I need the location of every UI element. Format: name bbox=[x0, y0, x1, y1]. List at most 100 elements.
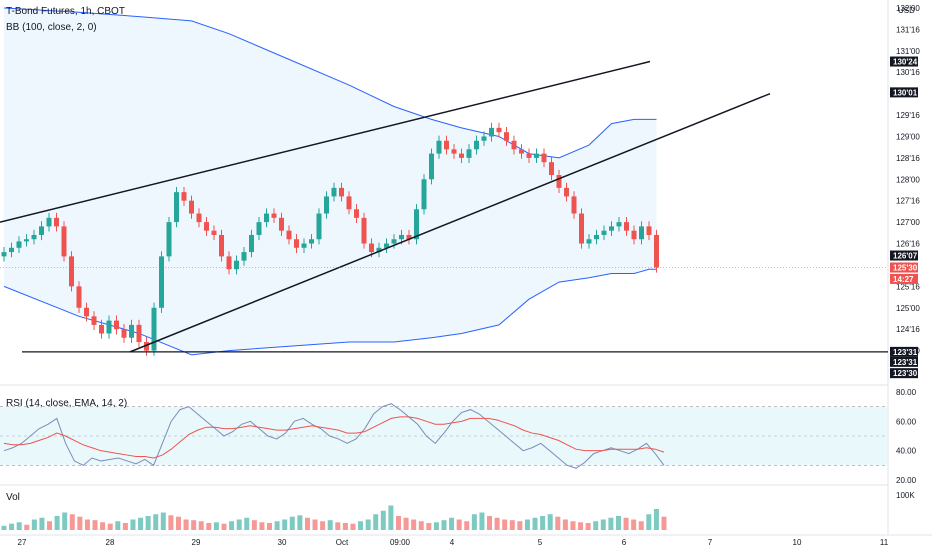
volume-bar bbox=[578, 522, 584, 530]
price-tag-label: 123'30 bbox=[893, 369, 918, 378]
rsi-tick-label: 40.00 bbox=[896, 447, 917, 456]
time-tick-label: 7 bbox=[708, 538, 713, 547]
bb-fill bbox=[4, 8, 657, 355]
candle bbox=[219, 234, 224, 257]
volume-bar bbox=[16, 522, 22, 530]
candle bbox=[279, 217, 284, 231]
volume-bar bbox=[77, 516, 83, 530]
volume-bar bbox=[327, 520, 333, 530]
volume-bar bbox=[221, 523, 227, 530]
candle bbox=[31, 234, 37, 240]
volume-bar bbox=[229, 521, 235, 530]
candle bbox=[136, 324, 142, 343]
candle bbox=[571, 196, 577, 214]
volume-bar bbox=[267, 523, 273, 530]
volume-bar bbox=[631, 519, 637, 530]
volume-bar bbox=[638, 521, 644, 530]
candle bbox=[226, 256, 232, 270]
price-tag bbox=[890, 87, 918, 98]
time-tick-label: 27 bbox=[18, 538, 27, 547]
rsi-tick-label: 60.00 bbox=[896, 417, 917, 426]
volume-bar bbox=[502, 519, 508, 530]
time-tick-label: 29 bbox=[192, 538, 201, 547]
rsi-tick-label: 80.00 bbox=[896, 388, 917, 397]
volume-bar bbox=[31, 519, 37, 530]
volume-bar bbox=[479, 512, 485, 530]
candle bbox=[39, 226, 44, 235]
volume-bar bbox=[251, 520, 257, 530]
candle bbox=[399, 234, 404, 240]
candle bbox=[316, 213, 322, 240]
volume-bar bbox=[274, 521, 280, 530]
volume-bar bbox=[175, 516, 181, 530]
volume-bar bbox=[304, 517, 310, 530]
candle bbox=[106, 320, 112, 334]
candle bbox=[99, 324, 104, 334]
volume-bar bbox=[24, 524, 30, 530]
candle bbox=[324, 196, 329, 214]
candle bbox=[256, 222, 262, 235]
rsi-tick-label: 20.00 bbox=[896, 476, 917, 485]
candle bbox=[264, 213, 269, 223]
candle bbox=[601, 230, 607, 235]
volume-bar bbox=[411, 519, 417, 530]
volume-bar bbox=[335, 522, 341, 530]
volume-bar bbox=[130, 519, 136, 530]
volume-bar bbox=[456, 519, 462, 530]
volume-bar bbox=[191, 520, 197, 530]
candle bbox=[129, 324, 134, 338]
candle bbox=[84, 307, 89, 317]
candle bbox=[189, 200, 194, 214]
price-tag-label: 123'31 bbox=[893, 358, 918, 367]
time-tick-label: 5 bbox=[538, 538, 543, 547]
price-tag bbox=[890, 250, 918, 261]
candle bbox=[46, 217, 52, 227]
candle bbox=[69, 256, 74, 287]
volume-bar bbox=[62, 512, 68, 530]
volume-bar bbox=[168, 515, 174, 530]
candle bbox=[339, 187, 344, 197]
volume-bar bbox=[160, 512, 166, 530]
rsi-signal-line bbox=[3, 416, 665, 459]
candle bbox=[526, 153, 532, 158]
candle bbox=[474, 140, 479, 150]
volume-bar bbox=[600, 519, 606, 530]
price-tick-label: 128'16 bbox=[896, 154, 920, 163]
candle bbox=[451, 149, 457, 154]
volume-bar bbox=[661, 516, 667, 530]
price-tick-label: 132'00 bbox=[896, 4, 920, 13]
candle bbox=[556, 175, 562, 188]
price-tick-label: 130'16 bbox=[896, 68, 920, 77]
candle bbox=[436, 140, 442, 154]
candle bbox=[9, 247, 14, 253]
candle bbox=[444, 140, 449, 150]
candle bbox=[639, 226, 644, 240]
candle bbox=[369, 243, 374, 253]
candle bbox=[166, 222, 172, 257]
volume-bar bbox=[570, 521, 576, 530]
candle bbox=[594, 234, 599, 240]
price-tick-label: 126'16 bbox=[896, 240, 920, 249]
candle bbox=[534, 153, 539, 158]
price-tick-label: 129'16 bbox=[896, 111, 920, 120]
volume-bar bbox=[84, 519, 90, 530]
volume-bar bbox=[206, 523, 212, 530]
volume-bar bbox=[107, 523, 113, 530]
volume-bar bbox=[562, 519, 568, 530]
candle bbox=[114, 320, 119, 330]
volume-bar bbox=[646, 514, 652, 530]
volume-bar bbox=[433, 522, 439, 530]
candle bbox=[511, 140, 517, 150]
volume-bar bbox=[365, 519, 371, 530]
candle bbox=[391, 239, 397, 244]
candle bbox=[151, 307, 157, 351]
candle bbox=[459, 153, 464, 158]
volume-bar bbox=[395, 516, 401, 530]
volume-bar bbox=[380, 510, 386, 530]
candle bbox=[121, 329, 127, 338]
volume-bar bbox=[183, 519, 189, 530]
candle bbox=[414, 209, 419, 240]
candle bbox=[406, 234, 412, 240]
volume-bar bbox=[509, 520, 515, 530]
